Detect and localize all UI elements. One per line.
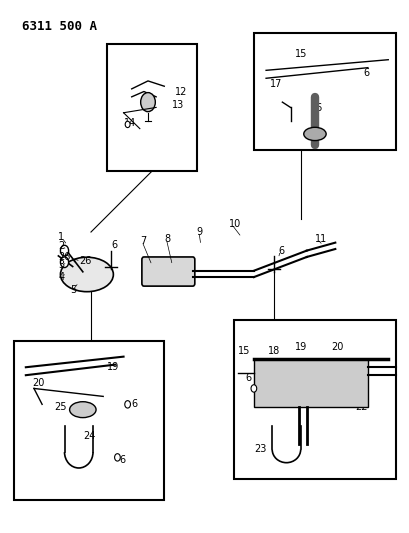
Text: 17: 17 [270,78,282,88]
Text: 26: 26 [79,256,91,266]
Text: 9: 9 [196,227,202,237]
Text: 6: 6 [245,373,251,383]
Circle shape [140,93,155,112]
Text: 15: 15 [237,346,249,357]
Text: 19: 19 [107,362,119,372]
Text: 20: 20 [32,378,44,388]
Text: 10: 10 [229,219,241,229]
Text: 1: 1 [58,232,64,243]
Circle shape [250,385,256,392]
Text: 23: 23 [253,445,265,455]
Ellipse shape [70,402,96,418]
FancyBboxPatch shape [142,257,194,286]
Text: 16: 16 [310,103,322,114]
Bar [233,319,396,479]
Text: 22: 22 [355,402,367,412]
Circle shape [60,257,68,268]
Text: 24: 24 [83,431,95,441]
Text: 12: 12 [174,86,187,96]
Circle shape [115,454,120,461]
Text: 21: 21 [355,383,367,393]
Text: 20: 20 [330,342,343,352]
Bar [13,341,164,500]
Text: 6311 500 A: 6311 500 A [22,20,97,33]
Text: 6: 6 [119,455,125,465]
Text: 13: 13 [172,100,184,110]
Text: 14: 14 [123,118,135,128]
Bar [107,44,196,171]
Text: 11: 11 [314,234,326,244]
Circle shape [124,401,130,408]
Circle shape [60,245,68,256]
Text: 18: 18 [267,346,280,357]
Text: 6: 6 [111,240,117,251]
Text: 2: 2 [58,241,65,252]
Text: 25: 25 [54,402,67,412]
Text: 26: 26 [58,252,71,262]
Ellipse shape [303,127,325,141]
Text: 3: 3 [58,261,64,270]
Text: 15: 15 [294,50,306,59]
Text: 6: 6 [278,246,284,256]
Text: 19: 19 [294,342,306,352]
Text: 6: 6 [131,399,137,409]
Text: 4: 4 [58,272,64,282]
Text: 6: 6 [363,68,369,78]
Ellipse shape [60,257,113,292]
Bar [253,359,367,407]
Text: 8: 8 [164,234,170,244]
Circle shape [125,121,130,127]
Bar [253,33,396,150]
Text: 5: 5 [70,285,76,295]
Text: 7: 7 [139,236,146,246]
